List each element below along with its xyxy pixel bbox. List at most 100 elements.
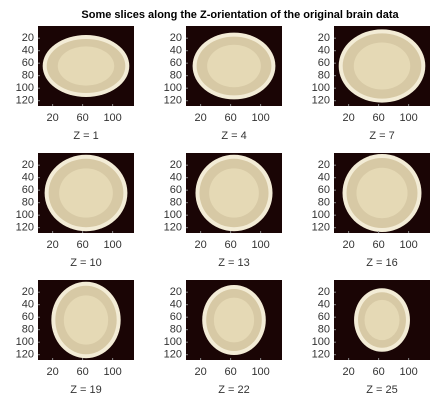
y-tick-label: 100 xyxy=(16,209,34,221)
x-tick-label: 100 xyxy=(251,112,269,124)
x-tick-label: 60 xyxy=(77,239,89,251)
y-tick-label: 40 xyxy=(170,172,182,184)
x-tick-label: 60 xyxy=(225,239,237,251)
slice-inner xyxy=(354,42,410,89)
y-tick-label: 120 xyxy=(16,95,34,107)
y-tick-label: 40 xyxy=(22,45,34,57)
subplot-title: Z = 19 xyxy=(70,384,102,396)
y-tick-label: 40 xyxy=(318,299,330,311)
y-tick-label: 40 xyxy=(318,45,330,57)
y-tick-label: 20 xyxy=(170,159,182,171)
y-tick-label: 60 xyxy=(22,57,34,69)
y-tick-label: 60 xyxy=(318,57,330,69)
y-tick-label: 100 xyxy=(164,336,182,348)
x-tick-label: 20 xyxy=(47,112,59,124)
y-tick-label: 80 xyxy=(22,70,34,82)
y-tick-label: 100 xyxy=(16,82,34,94)
slice-inner xyxy=(356,168,407,218)
y-tick-label: 20 xyxy=(318,286,330,298)
y-tick-label: 100 xyxy=(16,336,34,348)
y-tick-label: 120 xyxy=(312,349,330,361)
x-tick-label: 20 xyxy=(343,366,355,378)
subplot-title: Z = 4 xyxy=(221,130,246,142)
x-tick-label: 60 xyxy=(373,239,385,251)
y-tick-label: 120 xyxy=(312,95,330,107)
y-tick-label: 100 xyxy=(164,209,182,221)
y-tick-label: 80 xyxy=(318,70,330,82)
x-tick-label: 100 xyxy=(399,366,417,378)
y-tick-label: 80 xyxy=(170,324,182,336)
x-tick-label: 20 xyxy=(195,112,207,124)
y-tick-label: 40 xyxy=(22,299,34,311)
slice-inner xyxy=(214,298,254,343)
x-tick-label: 100 xyxy=(251,239,269,251)
y-tick-label: 80 xyxy=(170,70,182,82)
y-tick-label: 100 xyxy=(312,336,330,348)
subplot-title: Z = 7 xyxy=(369,130,394,142)
x-tick-label: 100 xyxy=(399,239,417,251)
y-tick-label: 60 xyxy=(318,184,330,196)
x-tick-label: 20 xyxy=(47,366,59,378)
slice-inner xyxy=(58,46,114,85)
subplot-title: Z = 22 xyxy=(218,384,250,396)
y-tick-label: 20 xyxy=(318,159,330,171)
y-tick-label: 100 xyxy=(312,82,330,94)
x-tick-label: 100 xyxy=(251,366,269,378)
y-tick-label: 80 xyxy=(22,197,34,209)
slice-inner xyxy=(365,300,400,340)
x-tick-label: 20 xyxy=(195,366,207,378)
y-tick-label: 40 xyxy=(318,172,330,184)
slice-inner xyxy=(209,168,259,217)
x-tick-label: 100 xyxy=(103,366,121,378)
y-tick-label: 60 xyxy=(318,311,330,323)
x-tick-label: 60 xyxy=(225,366,237,378)
y-tick-label: 20 xyxy=(170,32,182,44)
y-tick-label: 80 xyxy=(22,324,34,336)
subplot-title: Z = 16 xyxy=(366,257,398,269)
y-tick-label: 40 xyxy=(22,172,34,184)
y-tick-label: 60 xyxy=(22,184,34,196)
figure-title: Some slices along the Z-orientation of t… xyxy=(81,9,399,21)
slice-inner xyxy=(59,168,113,217)
y-tick-label: 60 xyxy=(170,311,182,323)
y-tick-label: 120 xyxy=(16,222,34,234)
figure: Some slices along the Z-orientation of t… xyxy=(0,0,433,402)
x-tick-label: 60 xyxy=(373,366,385,378)
subplot-title: Z = 25 xyxy=(366,384,398,396)
slice-inner xyxy=(207,45,261,88)
x-tick-label: 60 xyxy=(225,112,237,124)
y-tick-label: 40 xyxy=(170,45,182,57)
x-tick-label: 20 xyxy=(47,239,59,251)
subplot-title: Z = 13 xyxy=(218,257,250,269)
y-tick-label: 80 xyxy=(170,197,182,209)
y-tick-label: 20 xyxy=(22,32,34,44)
x-tick-label: 60 xyxy=(373,112,385,124)
x-tick-label: 20 xyxy=(343,112,355,124)
y-tick-label: 20 xyxy=(170,286,182,298)
y-tick-label: 20 xyxy=(22,159,34,171)
y-tick-label: 60 xyxy=(170,184,182,196)
y-tick-label: 120 xyxy=(16,349,34,361)
x-tick-label: 20 xyxy=(343,239,355,251)
y-tick-label: 120 xyxy=(164,349,182,361)
x-tick-label: 20 xyxy=(195,239,207,251)
y-tick-label: 20 xyxy=(22,286,34,298)
y-tick-label: 100 xyxy=(164,82,182,94)
x-tick-label: 100 xyxy=(103,239,121,251)
y-tick-label: 120 xyxy=(312,222,330,234)
y-tick-label: 40 xyxy=(170,299,182,311)
slice-inner xyxy=(64,295,108,344)
y-tick-label: 60 xyxy=(170,57,182,69)
y-tick-label: 80 xyxy=(318,197,330,209)
y-tick-label: 120 xyxy=(164,222,182,234)
x-tick-label: 60 xyxy=(77,112,89,124)
x-tick-label: 60 xyxy=(77,366,89,378)
y-tick-label: 80 xyxy=(318,324,330,336)
x-tick-label: 100 xyxy=(399,112,417,124)
y-tick-label: 100 xyxy=(312,209,330,221)
y-tick-label: 120 xyxy=(164,95,182,107)
y-tick-label: 60 xyxy=(22,311,34,323)
x-tick-label: 100 xyxy=(103,112,121,124)
subplot-title: Z = 10 xyxy=(70,257,102,269)
y-tick-label: 20 xyxy=(318,32,330,44)
